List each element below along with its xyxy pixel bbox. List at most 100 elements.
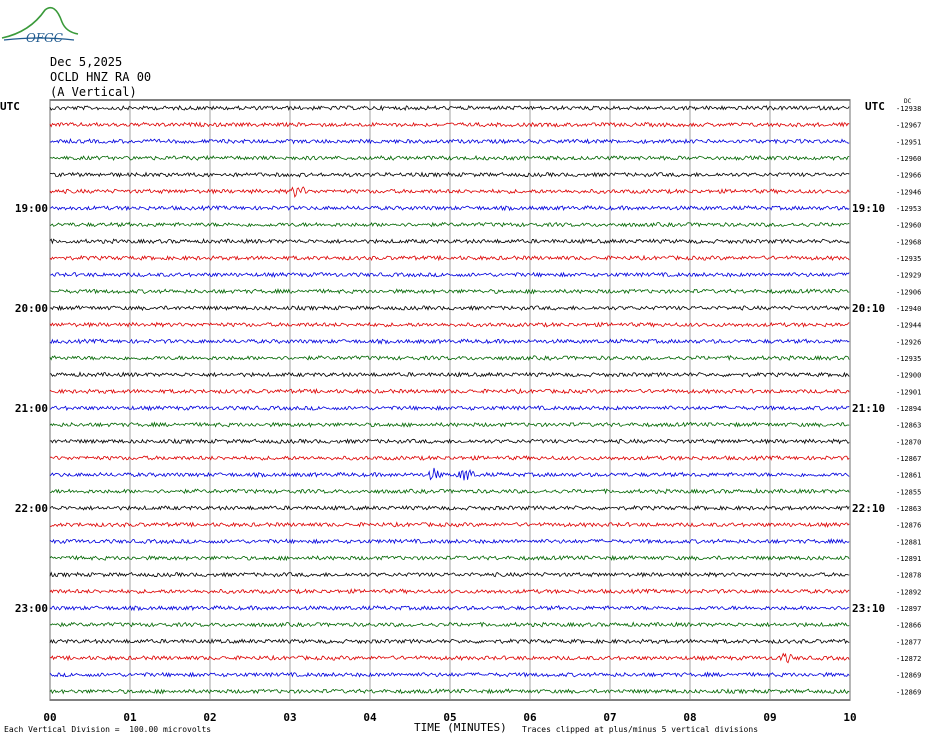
row-offset-value: -12869: [896, 688, 921, 696]
left-hour-label: 23:00: [15, 602, 48, 615]
trace-row-35: [49, 688, 850, 695]
header-station: OCLD HNZ RA 00: [50, 70, 152, 84]
trace-row-21: [49, 454, 850, 462]
x-tick-label: 05: [443, 711, 456, 724]
trace-row-29: [49, 588, 850, 595]
x-tick-label: 07: [603, 711, 616, 724]
row-offset-value: -12894: [896, 405, 921, 413]
row-offset-value: -12929: [896, 272, 921, 280]
ofgc-logo: OFGC: [1, 6, 79, 44]
x-tick-label: 04: [363, 711, 377, 724]
trace-row-20: [49, 438, 850, 445]
trace-row-13: [49, 321, 850, 328]
trace-row-4: [49, 171, 850, 178]
left-utc-label: UTC: [0, 100, 20, 113]
trace-row-5: [49, 186, 850, 198]
row-offset-value: -12876: [896, 522, 921, 530]
header-date: Dec 5,2025: [50, 55, 123, 69]
right-hour-label: 22:10: [852, 502, 885, 515]
x-tick-label: 03: [283, 711, 296, 724]
trace-row-25: [50, 521, 850, 528]
trace-row-28: [49, 571, 850, 578]
trace-row-34: [49, 671, 850, 678]
row-offset-value: -12863: [896, 422, 921, 430]
row-offset-value: -12900: [896, 372, 921, 380]
row-offset-value: -12926: [896, 338, 921, 346]
trace-row-6: [49, 204, 850, 212]
row-offset-value: -12938: [896, 105, 921, 113]
trace-row-11: [49, 288, 850, 295]
x-tick-label: 00: [43, 711, 56, 724]
trace-row-23: [50, 487, 850, 495]
left-hour-label: 21:00: [15, 402, 48, 415]
right-utc-label: UTC: [865, 100, 885, 113]
right-hour-label: 23:10: [852, 602, 885, 615]
x-axis-label: TIME (MINUTES): [414, 721, 507, 734]
row-offset-value: -12901: [896, 388, 921, 396]
trace-row-33: [49, 652, 850, 664]
row-offset-value: -12855: [896, 488, 921, 496]
x-tick-label: 01: [123, 711, 137, 724]
row-offset-value: -12867: [896, 455, 921, 463]
row-offset-value: -12906: [896, 288, 921, 296]
logo-text: OFGC: [26, 31, 63, 44]
x-tick-label: 02: [203, 711, 216, 724]
row-offset-value: -12966: [896, 172, 921, 180]
row-offset-value: -12935: [896, 355, 921, 363]
row-offset-value: -12869: [896, 672, 921, 680]
x-tick-label: 10: [843, 711, 856, 724]
row-offset-value: -12897: [896, 605, 921, 613]
trace-row-2: [49, 138, 850, 145]
trace-row-1: [49, 121, 850, 128]
row-offset-value: -12968: [896, 238, 921, 246]
x-tick-label: 09: [763, 711, 776, 724]
row-offset-value: -12944: [896, 322, 921, 330]
clip-note: Traces clipped at plus/minus 5 vertical …: [522, 725, 759, 734]
trace-row-30: [49, 604, 850, 612]
row-offset-value: -12863: [896, 505, 921, 513]
row-offset-value: -12946: [896, 188, 921, 196]
row-offset-value: -12967: [896, 122, 921, 130]
trace-row-14: [49, 338, 850, 345]
trace-row-15: [49, 355, 850, 362]
right-hour-label: 20:10: [852, 302, 885, 315]
logo-mountain-icon: [1, 6, 79, 39]
row-offset-value: -12881: [896, 538, 921, 546]
x-tick-label: 06: [523, 711, 537, 724]
trace-row-31: [49, 621, 850, 628]
right-hour-label: 21:10: [852, 402, 885, 415]
trace-row-19: [49, 421, 850, 428]
trace-row-16: [49, 371, 850, 378]
right-hour-label: 19:10: [852, 202, 885, 215]
trace-row-7: [49, 221, 850, 228]
row-offset-value: -12953: [896, 205, 921, 213]
row-offset-value: -12878: [896, 572, 921, 580]
left-hour-label: 19:00: [15, 202, 48, 215]
logo-swoosh-icon: [3, 37, 75, 41]
trace-row-18: [49, 405, 850, 412]
row-offset-value: -12960: [896, 155, 921, 163]
trace-row-9: [49, 254, 850, 262]
row-offset-value: -12892: [896, 588, 921, 596]
left-hour-label: 20:00: [15, 302, 48, 315]
row-offset-value: -12891: [896, 555, 921, 563]
row-offset-value: -12861: [896, 472, 921, 480]
scale-note: Each Vertical Division = 100.00 microvol…: [4, 725, 212, 734]
row-offset-value: -12940: [896, 305, 921, 313]
row-offset-value: -12935: [896, 255, 921, 263]
trace-row-0: [49, 104, 850, 112]
trace-row-24: [49, 504, 850, 512]
row-offset-value: -12870: [896, 438, 921, 446]
trace-row-27: [49, 554, 850, 562]
header-component: (A Vertical): [50, 85, 137, 99]
trace-row-12: [49, 304, 850, 312]
trace-row-10: [49, 271, 850, 278]
trace-row-17: [49, 388, 850, 395]
trace-row-32: [49, 638, 850, 645]
trace-row-22: [49, 467, 850, 481]
trace-row-8: [49, 237, 850, 245]
row-offset-value: -12951: [896, 138, 921, 146]
row-offset-value: -12866: [896, 622, 921, 630]
